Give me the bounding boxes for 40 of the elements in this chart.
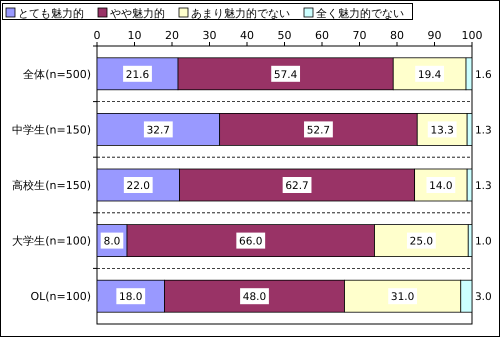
y-tick-label: OL(n=100) [30,290,91,304]
data-label: 1.3 [475,180,492,192]
x-tick-label: 60 [315,29,329,42]
y-tick-label: 中学生(n=150) [12,123,91,136]
data-label: 22.0 [126,180,150,192]
x-tick-label: 80 [390,29,404,42]
legend-label: 全く魅力的でない [316,7,404,20]
x-tick-label: 50 [278,29,292,42]
x-tick-label: 20 [165,29,179,42]
x-tick-label: 40 [240,29,254,42]
x-tick-label: 0 [94,29,100,42]
x-tick-label: 70 [352,29,366,42]
data-label: 1.0 [475,236,492,248]
data-label: 57.4 [274,68,298,81]
data-label: 18.0 [119,291,142,304]
data-label: 1.3 [475,124,492,136]
x-tick-label: 90 [428,29,442,42]
legend-label: とても魅力的 [18,7,84,20]
data-label: 21.6 [126,68,150,81]
y-tick-label: 大学生(n=100) [12,234,91,248]
legend-label: あまり魅力的でない [191,7,290,20]
y-tick-label: 全体(n=500) [23,68,91,81]
data-label: 62.7 [285,180,309,192]
data-label: 48.0 [242,291,266,304]
data-label: 32.7 [146,124,170,136]
data-label: 19.4 [418,68,442,81]
x-tick-label: 10 [128,29,142,42]
data-label: 13.3 [430,124,454,136]
data-label: 31.0 [390,291,414,304]
data-label: 1.6 [475,68,492,81]
legend-label: やや魅力的 [110,7,165,20]
y-tick-label: 高校生(n=150) [12,179,91,192]
data-label: 14.0 [429,180,453,192]
data-label: 52.7 [306,124,330,136]
x-tick-label: 30 [202,29,216,42]
x-tick-label: 100 [462,29,482,42]
data-label: 66.0 [239,236,262,248]
data-label: 25.0 [410,236,434,248]
data-label: 3.0 [475,291,492,304]
data-label: 8.0 [104,236,120,248]
